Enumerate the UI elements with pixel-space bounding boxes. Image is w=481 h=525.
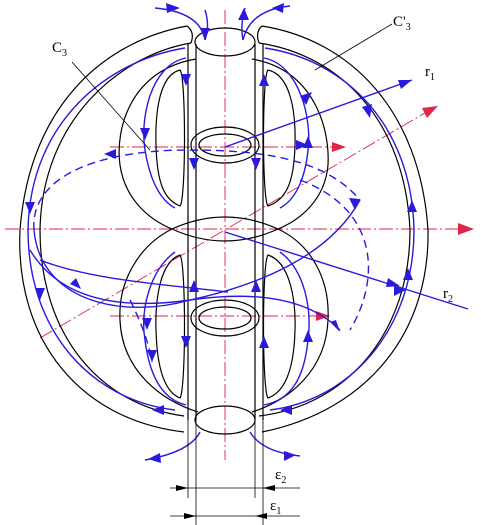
arrow-top-left-down bbox=[200, 28, 210, 40]
arrow-sweep-center-a bbox=[300, 92, 312, 105]
r2-arrowhead bbox=[386, 278, 400, 287]
arrow-bottom-inner-left bbox=[152, 405, 164, 415]
arrow-tilted-back bbox=[104, 149, 116, 159]
lower-ring-outer bbox=[190, 299, 260, 337]
upper-ring-axis-arrow bbox=[332, 142, 346, 152]
eps1-label: ε1 bbox=[270, 498, 281, 517]
r2-label: r2 bbox=[443, 286, 453, 305]
arrow-right-column-up-1 bbox=[259, 74, 269, 86]
arrow-top-right-out bbox=[272, 3, 284, 13]
lower-left-dashed-arc bbox=[129, 299, 153, 363]
shell-top-left-lip bbox=[186, 25, 193, 44]
radius-lines bbox=[224, 79, 469, 310]
inner-shell-right bbox=[258, 42, 411, 417]
arrow-right-column-up-2 bbox=[259, 336, 269, 348]
arrow-left-column-down-2 bbox=[181, 336, 191, 348]
shell-top-right-lip bbox=[256, 25, 263, 44]
r1-label: r1 bbox=[425, 64, 435, 83]
outer-left-loop bbox=[27, 47, 186, 411]
arrow-sweep-right bbox=[296, 140, 308, 150]
spheres bbox=[118, 58, 329, 413]
lower-right-cavity bbox=[262, 254, 296, 399]
flow-arrowheads bbox=[25, 3, 417, 463]
outer-shell-left bbox=[19, 25, 188, 433]
arrow-outer-left-down bbox=[25, 202, 35, 214]
labels: C3 C'3 r1 r2 ε2 ε1 bbox=[52, 14, 453, 517]
arrow-tilted-front-2 bbox=[330, 320, 340, 332]
upper-sphere bbox=[118, 58, 329, 230]
arrow-lower-left-dash bbox=[147, 350, 157, 362]
upper-right-cavity bbox=[262, 69, 296, 207]
arrow-center-down-2 bbox=[251, 158, 261, 170]
lower-ring-inner bbox=[198, 306, 252, 330]
arrow-upper-left-inner bbox=[140, 128, 150, 140]
arrow-upper-right-dash bbox=[349, 198, 360, 210]
lower-sphere bbox=[119, 228, 329, 413]
bottom-right-outflow bbox=[249, 431, 301, 457]
arrow-upper-right-inner-top bbox=[362, 104, 372, 118]
sweep-right bbox=[39, 259, 229, 293]
arrow-sweep-center-b bbox=[394, 286, 406, 296]
arrow-outer-left-mid bbox=[35, 288, 45, 300]
lower-dashed-arc bbox=[299, 179, 370, 331]
lower-left-cavity bbox=[155, 254, 186, 399]
upper-ring-outer bbox=[190, 126, 260, 164]
arrow-bottom-left-out bbox=[148, 453, 161, 463]
upper-right-inner-loop bbox=[263, 57, 310, 209]
eps2-label: ε2 bbox=[275, 467, 286, 486]
sweep-lower-right bbox=[29, 249, 341, 331]
arrow-center-up-2 bbox=[251, 280, 261, 292]
arrow-lower-right-inner bbox=[303, 330, 313, 342]
arrow-lower-left-inner bbox=[142, 318, 152, 330]
outer-right-loop bbox=[264, 47, 415, 411]
arrow-bottom-inner-right bbox=[280, 405, 292, 415]
inner-shell-left bbox=[39, 42, 192, 417]
top-left-inflow bbox=[154, 7, 206, 41]
cavities bbox=[155, 69, 296, 399]
upper-ring-inner bbox=[198, 133, 252, 157]
leader-lines bbox=[71, 23, 393, 151]
central-channel bbox=[187, 27, 264, 435]
c3prime-label: C'3 bbox=[393, 14, 411, 33]
tilted-axis bbox=[39, 109, 431, 339]
arrow-center-down-1 bbox=[189, 158, 199, 170]
r1-line bbox=[224, 79, 413, 148]
r1-arrowhead bbox=[398, 80, 412, 89]
arrow-outer-right-up bbox=[407, 200, 417, 212]
arrow-outer-right-mid bbox=[403, 268, 413, 280]
dimensions bbox=[170, 420, 300, 525]
c3-label: C3 bbox=[52, 40, 67, 59]
c3-leader bbox=[71, 61, 151, 151]
arrow-bottom-right-out bbox=[284, 451, 296, 461]
upper-left-inner-loop bbox=[143, 57, 187, 209]
arrow-center-up-1 bbox=[189, 280, 199, 292]
bottom-left-outflow bbox=[144, 431, 201, 461]
axes bbox=[5, 10, 474, 460]
lower-left-inner-loop bbox=[143, 251, 187, 406]
upper-left-cavity bbox=[155, 69, 186, 207]
tilted-axis-arrow bbox=[422, 106, 438, 118]
r2-line bbox=[224, 231, 469, 310]
arrow-left-column-down-1 bbox=[181, 74, 191, 86]
top-opening bbox=[194, 27, 256, 57]
arrow-tilted-front-1 bbox=[70, 278, 81, 289]
horizontal-axis-arrow bbox=[458, 223, 474, 235]
c3prime-leader bbox=[314, 23, 393, 71]
tilted-loop-back bbox=[33, 149, 361, 231]
arrow-top-right-up bbox=[238, 8, 249, 20]
arrow-top-left-in bbox=[166, 3, 180, 13]
